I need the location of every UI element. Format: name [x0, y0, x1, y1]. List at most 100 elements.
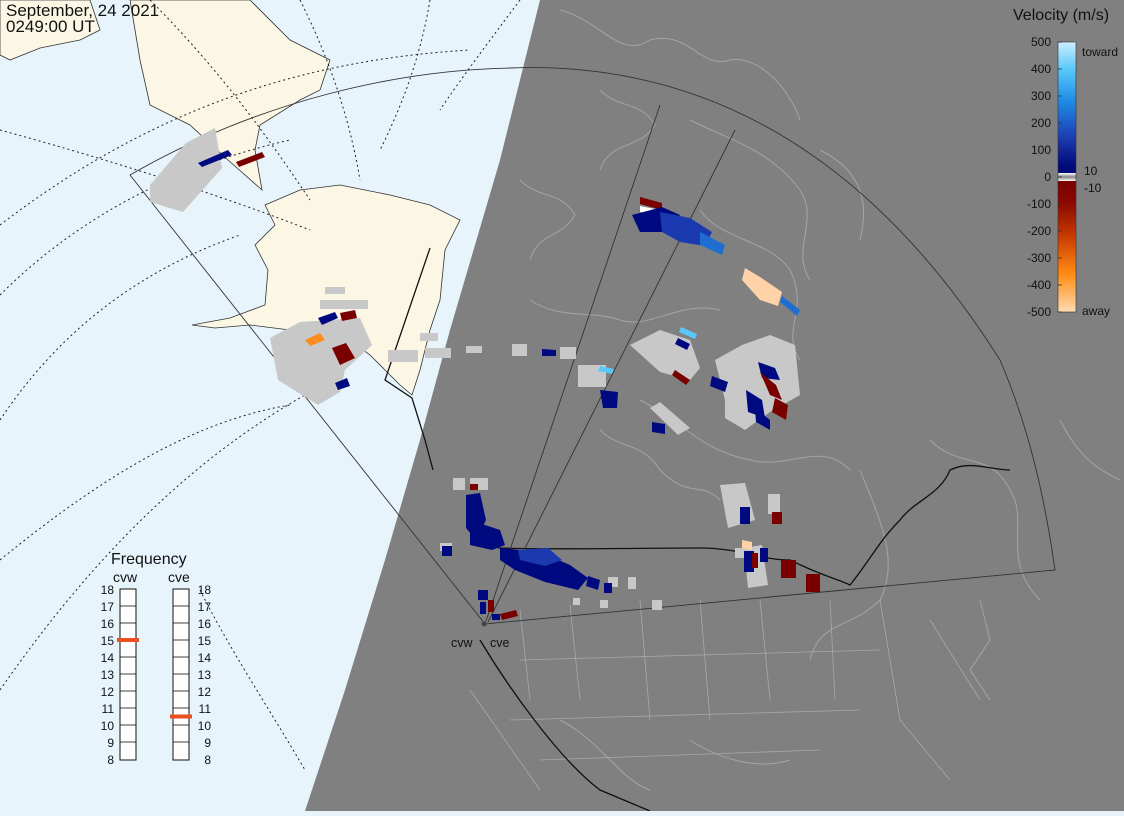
frequency-radar-label-cve: cve — [168, 569, 190, 585]
velocity-cell — [710, 376, 728, 392]
velocity-cell — [478, 590, 488, 600]
velocity-cell — [675, 338, 690, 350]
velocity-cell — [755, 408, 770, 430]
frequency-scale-label: 9 — [204, 736, 211, 750]
frequency-scale-label: 12 — [101, 685, 115, 699]
colorbar-tick-label: -500 — [1027, 305, 1051, 319]
velocity-cell — [772, 512, 782, 524]
velocity-cell — [542, 349, 556, 356]
date-label: September, 24 2021 — [6, 1, 160, 20]
velocity-cell — [746, 390, 765, 418]
radar-site-marker — [481, 621, 487, 627]
colorbar-tick-label: 100 — [1031, 143, 1051, 157]
frequency-marker-cvw — [117, 638, 139, 642]
velocity-cell — [500, 610, 518, 620]
frequency-scale-label: 14 — [101, 651, 115, 665]
velocity-cell — [598, 366, 614, 374]
site-label-cve: cve — [490, 636, 510, 650]
time-label: 0249:00 UT — [6, 17, 95, 36]
frequency-scale-label: 13 — [101, 668, 115, 682]
colorbar-away-label: away — [1082, 304, 1110, 318]
frequency-scale-label: 11 — [199, 702, 212, 716]
velocity-scatter — [198, 150, 820, 620]
colorbar-tick-label: 0 — [1044, 170, 1051, 184]
frequency-scale-label: 9 — [107, 736, 114, 750]
velocity-cell — [518, 548, 562, 566]
frequency-panel: Frequency cvw cve 18 17 16 15 14 13 12 11 10 9 8 18… — [101, 551, 212, 767]
colorbar-tick-label: 300 — [1031, 89, 1051, 103]
colorbar-positive-threshold: 10 — [1084, 164, 1098, 178]
velocity-cell — [442, 546, 452, 556]
velocity-cell — [470, 484, 478, 490]
velocity-cell — [198, 150, 232, 167]
velocity-cell — [752, 553, 758, 568]
frequency-scale-label: 18 — [101, 583, 115, 597]
velocity-cell — [740, 507, 750, 524]
us-state-borders — [469, 599, 981, 791]
frequency-scale-label: 18 — [198, 583, 212, 597]
velocity-cell — [305, 333, 325, 346]
velocity-cell — [760, 548, 768, 562]
frequency-scale-label: 16 — [101, 617, 115, 631]
site-label-cvw: cvw — [451, 636, 474, 650]
velocity-cell — [672, 370, 690, 385]
colorbar-tick-label: 500 — [1031, 35, 1051, 49]
frequency-scale-label: 13 — [198, 668, 212, 682]
colorbar-ticks: 500 400 300 200 100 0 -100 -200 -300 -400 -500 — [1027, 35, 1062, 319]
velocity-cell — [492, 614, 500, 620]
frequency-marker-cve — [170, 714, 192, 719]
frequency-radar-label-cvw: cvw — [113, 569, 138, 585]
frequency-scale-label: 15 — [198, 634, 212, 648]
colorbar-negative-threshold: -10 — [1084, 181, 1102, 195]
graticule — [0, 0, 521, 771]
velocity-cell — [332, 343, 355, 365]
velocity-cell — [679, 327, 697, 339]
velocity-cell — [660, 212, 712, 246]
velocity-cell — [652, 422, 665, 434]
country-borders — [384, 247, 1011, 812]
velocity-colorbar: Velocity (m/s) 500 400 300 200 100 0 -100 -200 -… — [1013, 7, 1118, 319]
colorbar-tick-label: 400 — [1031, 62, 1051, 76]
velocity-cell — [742, 268, 782, 306]
velocity-cell — [586, 576, 600, 590]
velocity-cell — [318, 312, 338, 325]
frequency-scale-label: 17 — [198, 600, 212, 614]
velocity-cell — [340, 310, 357, 321]
frequency-scale-label: 12 — [198, 685, 212, 699]
frequency-scale-label: 15 — [101, 634, 115, 648]
frequency-scale-label: 8 — [204, 753, 211, 767]
velocity-cell — [744, 551, 754, 572]
frequency-scale-label: 16 — [198, 617, 212, 631]
colorbar-tick-label: -100 — [1027, 197, 1051, 211]
velocity-cell — [780, 296, 800, 316]
velocity-cell — [806, 574, 820, 592]
frequency-scale-label: 17 — [101, 600, 115, 614]
velocity-cell — [742, 540, 752, 550]
colorbar-tick-label: 200 — [1031, 116, 1051, 130]
colorbar-tick-label: -200 — [1027, 224, 1051, 238]
velocity-cell — [480, 602, 486, 614]
radar-sites: cvw cve — [451, 621, 510, 650]
frequency-scale-label: 14 — [198, 651, 212, 665]
frequency-column-cvw — [119, 588, 137, 761]
velocity-cell — [470, 520, 505, 550]
frequency-scale-label: 11 — [102, 702, 115, 716]
velocity-cell — [781, 560, 796, 578]
velocity-cell — [600, 390, 618, 408]
velocity-cell — [772, 398, 788, 420]
frequency-column-cve — [172, 588, 190, 761]
colorbar-title: Velocity (m/s) — [1013, 7, 1109, 24]
colorbar-tick-label: -300 — [1027, 251, 1051, 265]
frequency-scale-label: 10 — [101, 719, 115, 733]
velocity-cell — [236, 152, 265, 167]
frequency-title: Frequency — [111, 551, 187, 568]
frequency-scale-label: 10 — [198, 719, 212, 733]
colorbar-tick-label: -400 — [1027, 278, 1051, 292]
velocity-cell — [700, 232, 725, 255]
velocity-cell — [604, 583, 612, 593]
velocity-cell — [760, 372, 782, 400]
frequency-columns: 18 17 16 15 14 13 12 11 10 9 8 18 17 16 15 14 13 12 11 10 9 8 — [101, 583, 212, 767]
night-terminator — [305, 0, 1124, 811]
